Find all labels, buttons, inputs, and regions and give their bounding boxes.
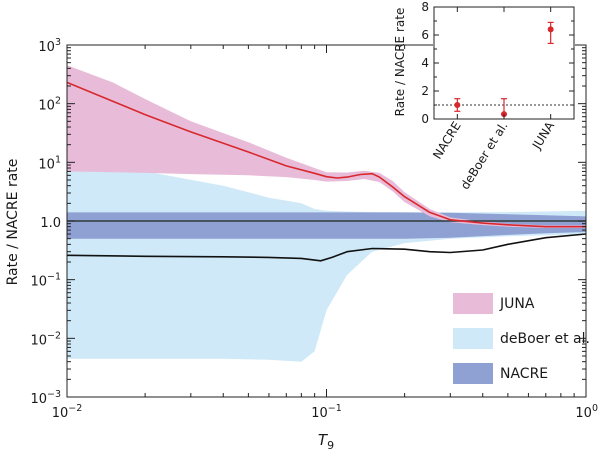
inset-y-tick-label: 8: [421, 0, 429, 14]
x-axis-title: T9: [318, 431, 334, 452]
inset-category-label: deBoer et al.: [458, 119, 511, 192]
legend-label: JUNA: [499, 296, 535, 312]
x-tick-label: 100: [575, 403, 598, 421]
x-axis-title-main: T: [318, 431, 329, 449]
legend-label: deBoer et al.: [500, 331, 590, 347]
y-tick-label: 101: [38, 154, 61, 172]
inset-category-label: JUNA: [529, 119, 557, 153]
y-tick-label: 102: [38, 96, 61, 114]
legend-swatch: [453, 328, 493, 349]
y-axis-title: Rate / NACRE rate: [5, 159, 21, 286]
series-deboer-et-al-central-line: [67, 233, 586, 262]
inset-y-tick-label: 6: [421, 28, 429, 42]
inset-y-axis-title: Rate / NACRE rate: [393, 8, 407, 117]
inset-y-tick-label: 0: [421, 112, 429, 126]
inset-plot-area: [434, 21, 574, 118]
legend-swatch: [453, 293, 493, 314]
y-tick-label: 103: [38, 37, 61, 55]
y-tick-label: 10−2: [30, 330, 61, 348]
x-axis-title-subscript: 9: [327, 439, 334, 452]
y-tick-label: 1.0: [40, 216, 61, 231]
inset-point: [547, 26, 554, 33]
legend: JUNA deBoer et al. NACRE: [453, 293, 590, 384]
y-tick-label: 10−3: [30, 389, 61, 407]
inset-category-label: NACRE: [430, 119, 464, 161]
main-plot-area: [67, 65, 586, 362]
inset-y-tick-label: 4: [421, 56, 429, 70]
inset-y-tick-label: 2: [421, 84, 429, 98]
series-juna-central-line: [67, 81, 586, 228]
x-tick-label: 10−1: [311, 403, 342, 421]
y-tick-label: 10−1: [30, 272, 61, 290]
legend-swatch: [453, 363, 493, 384]
series-juna-band: [67, 65, 586, 228]
x-tick-label: 10−2: [52, 403, 83, 421]
inset-point: [454, 102, 461, 108]
legend-label: NACRE: [500, 366, 548, 382]
